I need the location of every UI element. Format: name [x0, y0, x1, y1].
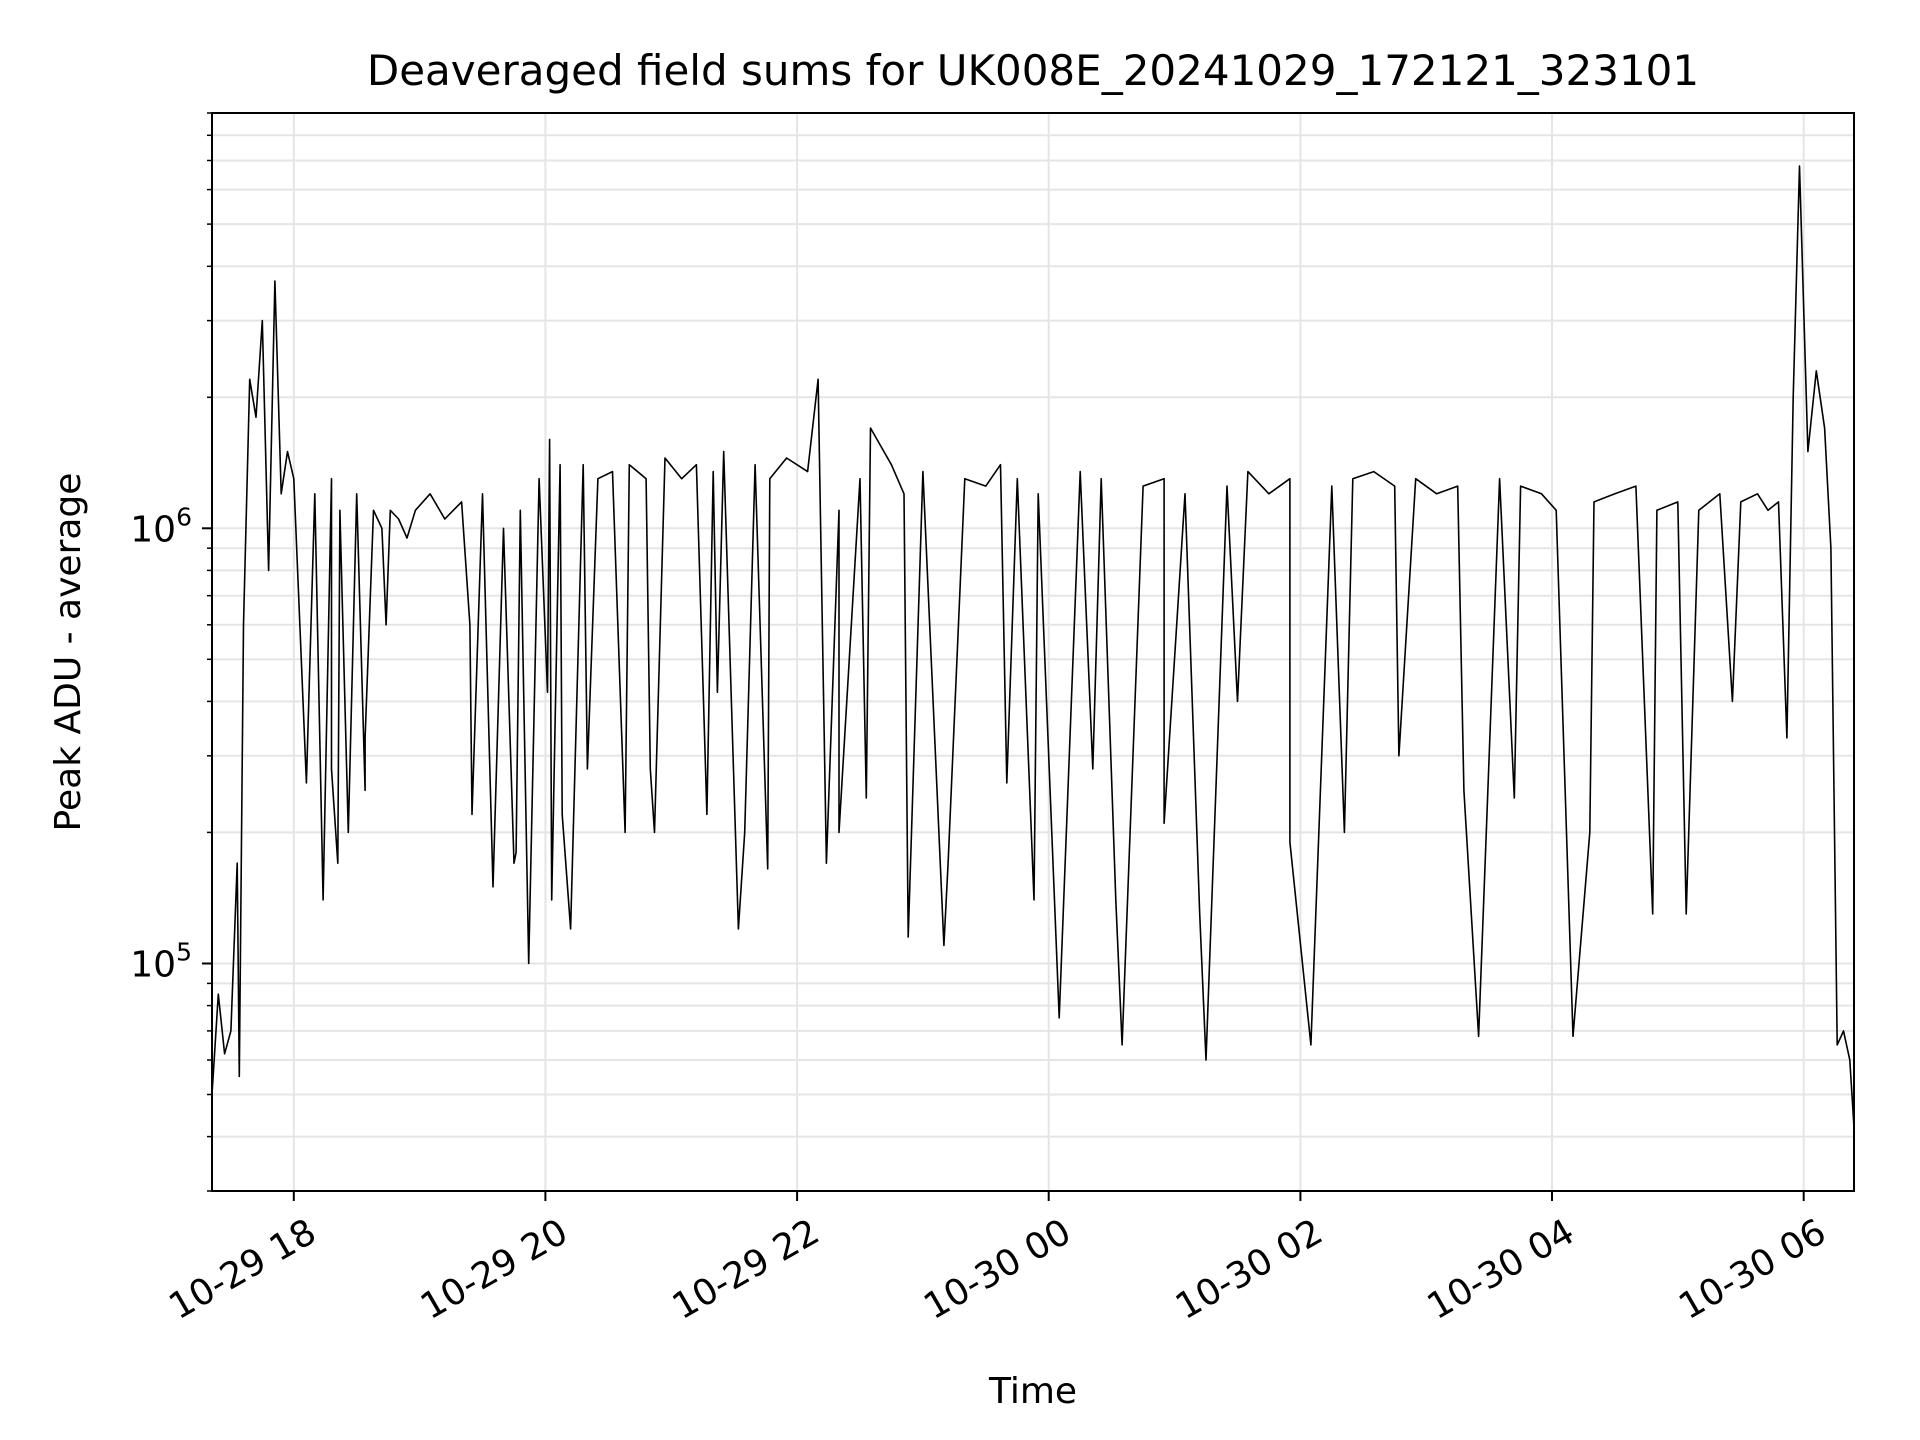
plot-area-frame: [211, 112, 1855, 1192]
y-axis-label: Peak ADU - average: [48, 473, 89, 832]
chart-title: Deaveraged field sums for UK008E_2024102…: [367, 46, 1699, 95]
y-axis: 105 106: [130, 502, 212, 986]
series-layer: [211, 165, 1855, 1128]
y-tick-label: 105: [130, 938, 192, 986]
grid: [212, 112, 1854, 1192]
series-line: [211, 165, 1855, 1128]
y-axis-minor-ticks: [207, 112, 212, 1192]
x-axis-label: Time: [988, 1371, 1077, 1412]
y-tick-label: 106: [130, 502, 192, 550]
